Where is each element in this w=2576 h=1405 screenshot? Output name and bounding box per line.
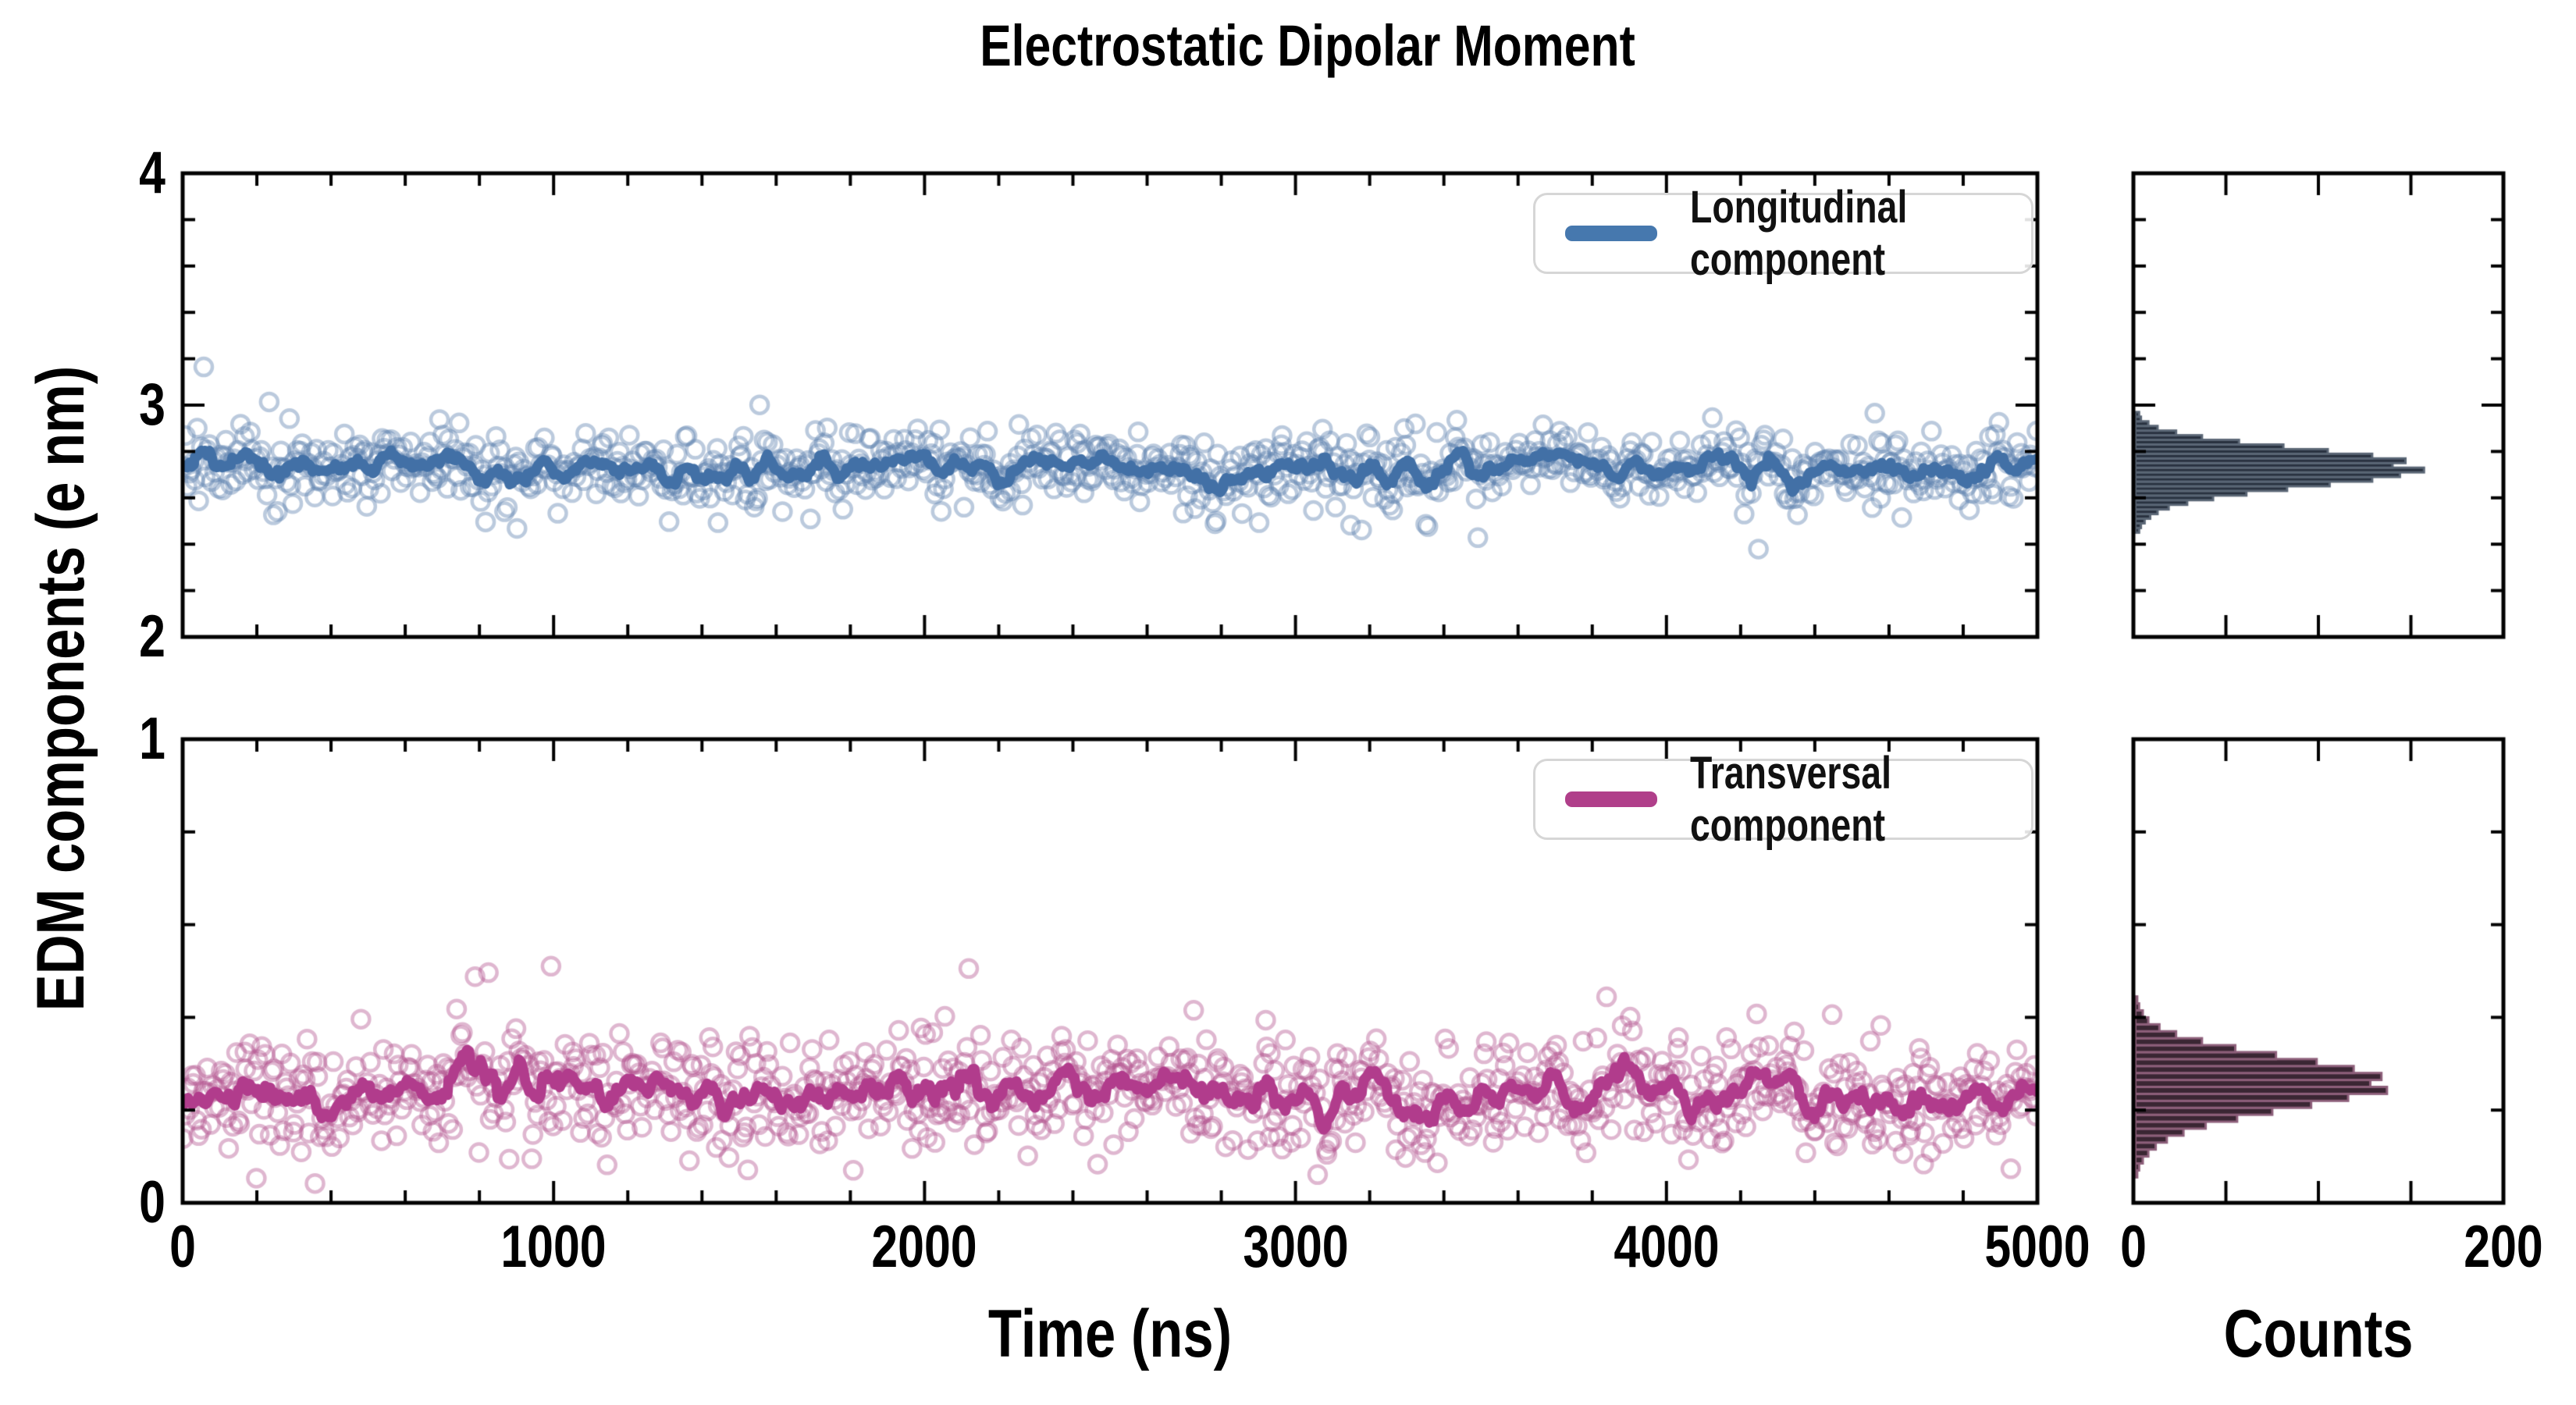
legend-longitudinal: Longitudinal component: [1533, 182, 2033, 285]
y-tick-label-top-panel: 2: [139, 603, 165, 670]
legend-transversal: Transversal component: [1533, 748, 2033, 851]
y-tick-label-bottom-panel: 1: [139, 706, 165, 772]
plot-title: Electrostatic Dipolar Moment: [980, 13, 1635, 78]
legend-longitudinal-label: Longitudinal component: [1690, 182, 1908, 285]
x-tick-label-time: 4000: [1614, 1214, 1720, 1280]
transversal-line-swatch-icon: [1565, 791, 1657, 807]
longitudinal-line-swatch-icon: [1565, 226, 1657, 241]
x-tick-label-time: 3000: [1242, 1214, 1349, 1280]
x-tick-label-counts: 200: [2464, 1214, 2543, 1280]
x-axis-label: Time (ns): [987, 1297, 1233, 1371]
x-tick-label-counts: 0: [2120, 1214, 2147, 1280]
x-tick-label-time: 5000: [1984, 1214, 2090, 1280]
x-tick-label-time: 1000: [500, 1214, 607, 1280]
y-tick-label-bottom-panel: 0: [139, 1169, 165, 1236]
counts-axis-label: Counts: [2223, 1297, 2414, 1371]
y-tick-label-top-panel: 3: [139, 372, 165, 438]
x-tick-label-time: 2000: [871, 1214, 978, 1280]
legend-transversal-label: Transversal component: [1690, 748, 1891, 851]
y-tick-label-top-panel: 4: [139, 140, 165, 206]
x-tick-label-time: 0: [169, 1214, 196, 1280]
